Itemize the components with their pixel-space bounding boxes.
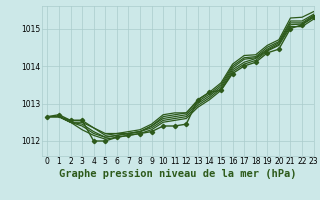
- X-axis label: Graphe pression niveau de la mer (hPa): Graphe pression niveau de la mer (hPa): [59, 169, 296, 179]
